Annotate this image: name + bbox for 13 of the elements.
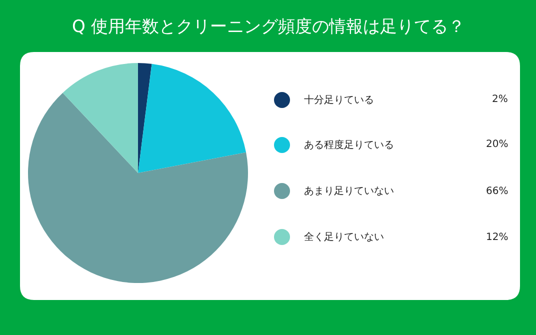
legend-label: 全く足りていない: [304, 231, 384, 243]
pie-slice: [28, 92, 248, 283]
pie-slice: [138, 64, 246, 173]
pie-slice: [62, 63, 138, 173]
data-label: 20%: [486, 139, 508, 150]
legend-label: あまり足りていない: [304, 186, 394, 197]
pie-slice: [138, 63, 152, 173]
data-label: 12%: [486, 232, 508, 243]
legend-label: 十分足りている: [304, 94, 374, 106]
legend-label: ある程度足りている: [304, 139, 394, 151]
data-label: 2%: [492, 94, 508, 105]
data-label: 66%: [486, 186, 508, 197]
chart-title: Q 使用年数とクリーニング頻度の情報は足りてる？: [72, 17, 465, 37]
